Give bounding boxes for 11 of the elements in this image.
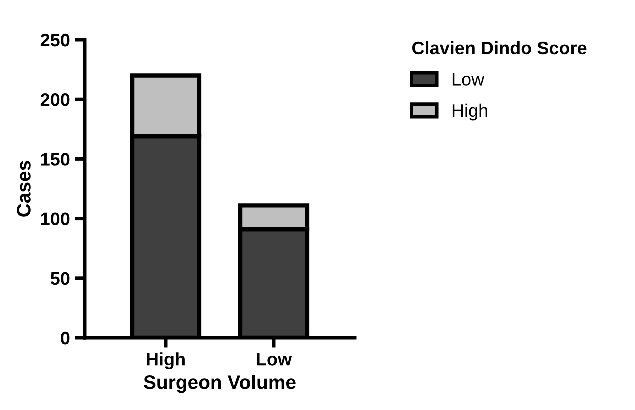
y-tick-label: 50 xyxy=(50,272,70,286)
y-tick-label: 200 xyxy=(40,94,70,106)
y-tick-label: 0 xyxy=(61,332,70,345)
x-axis-title: Surgeon Volume xyxy=(144,375,296,394)
legend-label: High xyxy=(452,104,488,121)
legend-title: Clavien Dindo Score xyxy=(412,41,587,55)
legend-label: Low xyxy=(452,73,485,86)
y-tick-label: 250 xyxy=(40,34,70,47)
y-tick-label: 150 xyxy=(41,153,70,166)
y-axis-title: Cases xyxy=(17,161,31,217)
y-tick-label: 100 xyxy=(41,212,70,226)
